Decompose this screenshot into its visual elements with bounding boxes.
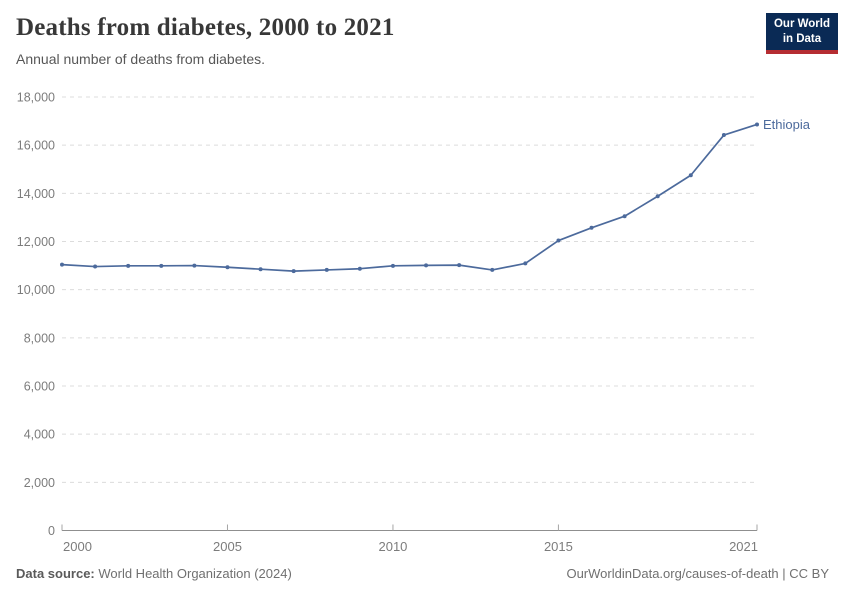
data-point[interactable] <box>424 263 429 268</box>
data-point[interactable] <box>258 267 263 272</box>
data-point[interactable] <box>622 214 627 219</box>
y-tick-label: 2,000 <box>24 476 55 490</box>
data-point[interactable] <box>556 238 561 243</box>
data-point[interactable] <box>192 263 197 268</box>
data-point[interactable] <box>589 225 594 230</box>
chart-subtitle: Annual number of deaths from diabetes. <box>16 51 266 67</box>
x-tick-label: 2015 <box>544 539 573 554</box>
data-point[interactable] <box>490 267 495 272</box>
owid-logo-line1: Our World <box>773 18 830 30</box>
data-point[interactable] <box>688 173 693 178</box>
data-point[interactable] <box>655 194 660 199</box>
data-point[interactable] <box>126 263 131 268</box>
y-tick-label: 10,000 <box>17 283 55 297</box>
data-point[interactable] <box>159 263 164 268</box>
y-tick-label: 4,000 <box>24 428 55 442</box>
chart-footer: Data source: World Health Organization (… <box>16 566 829 581</box>
data-point[interactable] <box>755 122 759 127</box>
data-point[interactable] <box>324 267 329 272</box>
data-source-note: Data source: World Health Organization (… <box>16 566 292 581</box>
data-source-value: World Health Organization (2024) <box>94 566 292 581</box>
y-tick-label: 18,000 <box>17 91 55 105</box>
data-point[interactable] <box>523 261 528 266</box>
entity-label: Ethiopia <box>763 117 811 132</box>
data-point[interactable] <box>357 266 362 271</box>
data-point[interactable] <box>60 262 64 267</box>
x-tick-label: 2010 <box>378 539 407 554</box>
data-point[interactable] <box>225 265 230 270</box>
y-tick-label: 12,000 <box>17 235 55 249</box>
y-tick-label: 8,000 <box>24 331 55 345</box>
ethiopia-line[interactable] <box>61 123 758 272</box>
x-tick-label: 2021 <box>729 539 758 554</box>
credit-note: OurWorldinData.org/causes-of-death | CC … <box>566 566 829 581</box>
y-tick-label: 6,000 <box>24 380 55 394</box>
data-point[interactable] <box>93 264 98 269</box>
owid-logo-line2: in Data <box>782 32 822 45</box>
data-source-label: Data source: <box>16 566 95 581</box>
owid-logo[interactable]: Our World in Data <box>765 13 838 54</box>
y-tick-label: 0 <box>48 524 55 538</box>
data-point[interactable] <box>457 263 462 268</box>
data-point[interactable] <box>721 133 726 138</box>
x-tick-label: 2005 <box>213 539 242 554</box>
data-point[interactable] <box>390 263 395 268</box>
x-tick-label: 2000 <box>63 539 92 554</box>
chart-title: Deaths from diabetes, 2000 to 2021 <box>16 14 395 41</box>
data-point[interactable] <box>291 269 296 274</box>
y-tick-label: 16,000 <box>17 139 55 153</box>
y-tick-label: 14,000 <box>17 187 55 201</box>
